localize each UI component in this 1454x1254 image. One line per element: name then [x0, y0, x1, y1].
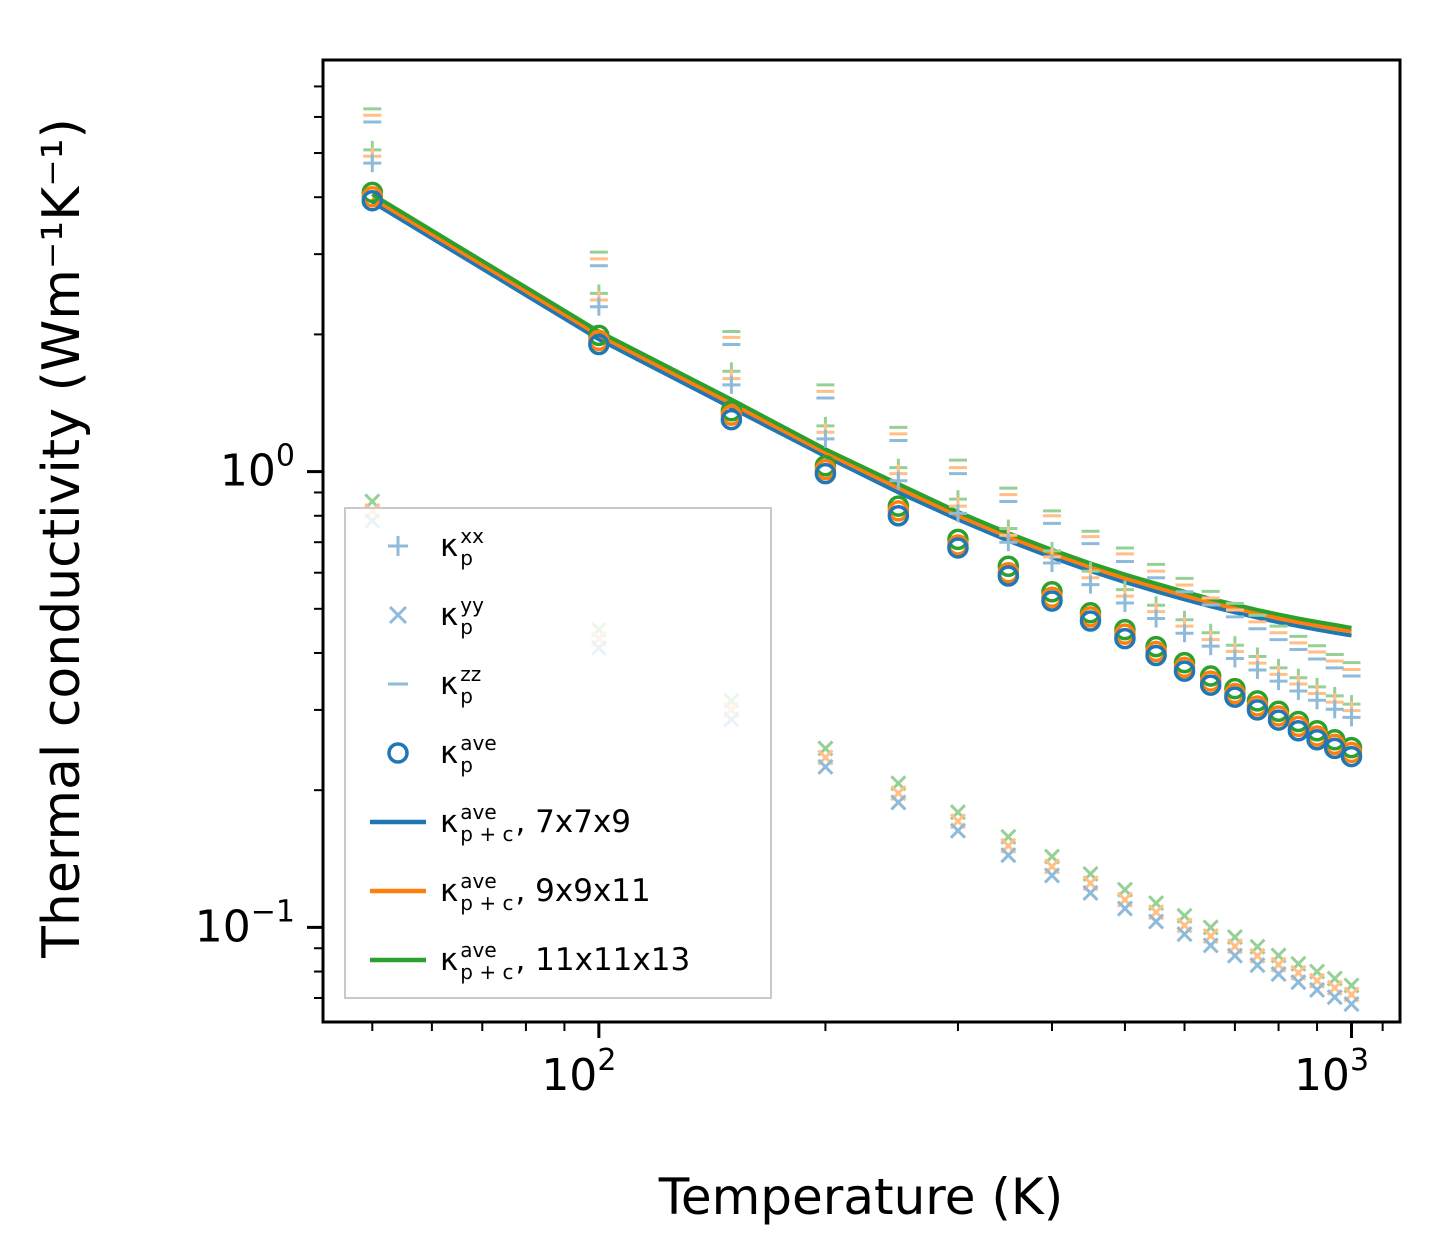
- legend-entry-kappa-pc-9x9x11: κ ave p + c , 9x9x11: [366, 870, 750, 913]
- legend-entry-kappa-xx: κ xx p: [366, 525, 750, 568]
- kappa-subscript: p: [460, 615, 473, 639]
- circle-marker-icon: [366, 740, 430, 766]
- series-line-kappa-p-plus-c-ave-7x7x9: [371, 200, 1352, 638]
- legend-label: κ ave p: [440, 732, 499, 775]
- plot-border: [321, 58, 1402, 1024]
- series-scatter-kappa-p-zz-11x11x13: [363, 107, 1361, 665]
- legend-label: κ xx p: [440, 525, 486, 568]
- series-line-kappa-p-plus-c-ave-9x9x11: [371, 196, 1352, 634]
- plus-marker-icon: [366, 533, 430, 559]
- legend-entry-kappa-pc-7x7x9: κ ave p + c , 7x7x9: [366, 801, 750, 844]
- legend-label: κ ave p + c , 7x7x9: [440, 801, 632, 844]
- kappa-symbol: κ: [440, 665, 459, 702]
- kappa-scripts: ave p + c: [460, 940, 513, 982]
- kappa-scripts: yy p: [460, 595, 484, 637]
- kappa-superscript: ave: [460, 800, 497, 824]
- kappa-scripts: xx p: [460, 526, 484, 568]
- kappa-symbol: κ: [440, 527, 459, 564]
- tick-label: 103: [1294, 1043, 1369, 1101]
- kappa-symbol: κ: [440, 803, 459, 840]
- kappa-superscript: yy: [460, 593, 484, 617]
- line-marker-icon: [366, 886, 430, 896]
- legend-suffix: , 11x11x13: [515, 941, 691, 978]
- x-marker-icon: [366, 602, 430, 628]
- kappa-subscript: p + c: [460, 822, 514, 846]
- kappa-symbol: κ: [440, 596, 459, 633]
- legend-label: κ ave p + c , 9x9x11: [440, 870, 651, 913]
- x-axis-title: Temperature (K): [658, 1168, 1064, 1226]
- kappa-symbol: κ: [440, 872, 459, 909]
- line-marker-icon: [366, 817, 430, 827]
- kappa-subscript: p: [460, 546, 473, 570]
- kappa-subscript: p: [460, 753, 473, 777]
- y-axis-title: Thermal conductivity (Wm⁻¹K⁻¹): [32, 118, 92, 958]
- tick-label: 102: [541, 1043, 616, 1101]
- series-scatter-kappa-p-yy-7x7x9: [364, 512, 1360, 1013]
- legend-entry-kappa-pc-11x11x13: κ ave p + c , 11x11x13: [366, 939, 750, 982]
- legend-label: κ ave p + c , 11x11x13: [440, 939, 691, 982]
- kappa-scripts: zz p: [460, 664, 481, 706]
- legend-entry-kappa-zz: κ zz p: [366, 663, 750, 706]
- kappa-superscript: xx: [460, 524, 484, 548]
- series-scatter-kappa-p-zz-7x7x9: [363, 120, 1361, 678]
- kappa-symbol: κ: [440, 941, 459, 978]
- kappa-scripts: ave p + c: [460, 871, 513, 913]
- kappa-subscript: p + c: [460, 891, 514, 915]
- kappa-subscript: p + c: [460, 960, 514, 984]
- legend-entry-kappa-yy: κ yy p: [366, 594, 750, 637]
- tick-label: 100: [220, 439, 295, 497]
- legend: κ xx p κ yy p: [344, 507, 772, 999]
- series-scatter-kappa-p-zz-9x9x11: [363, 113, 1361, 671]
- kappa-scripts: ave p: [460, 733, 496, 775]
- series-scatter-kappa-p-ave-7x7x9: [361, 189, 1363, 768]
- legend-suffix: , 7x7x9: [515, 803, 632, 840]
- line-marker-icon: [366, 955, 430, 965]
- tick-label: 10−1: [195, 894, 295, 952]
- dash-marker-icon: [366, 671, 430, 697]
- kappa-superscript: ave: [460, 938, 497, 962]
- kappa-subscript: p: [460, 684, 473, 708]
- kappa-scripts: ave p + c: [460, 802, 513, 844]
- kappa-superscript: zz: [460, 662, 482, 686]
- kappa-superscript: ave: [460, 869, 497, 893]
- legend-entry-kappa-ave: κ ave p: [366, 732, 750, 775]
- legend-label: κ zz p: [440, 663, 483, 706]
- series-scatter-kappa-p-xx-7x7x9: [363, 154, 1361, 727]
- legend-suffix: , 9x9x11: [515, 872, 651, 909]
- kappa-symbol: κ: [440, 734, 459, 771]
- kappa-superscript: ave: [460, 731, 497, 755]
- series-line-kappa-p-plus-c-ave-11x11x13: [371, 192, 1352, 630]
- legend-label: κ yy p: [440, 594, 486, 637]
